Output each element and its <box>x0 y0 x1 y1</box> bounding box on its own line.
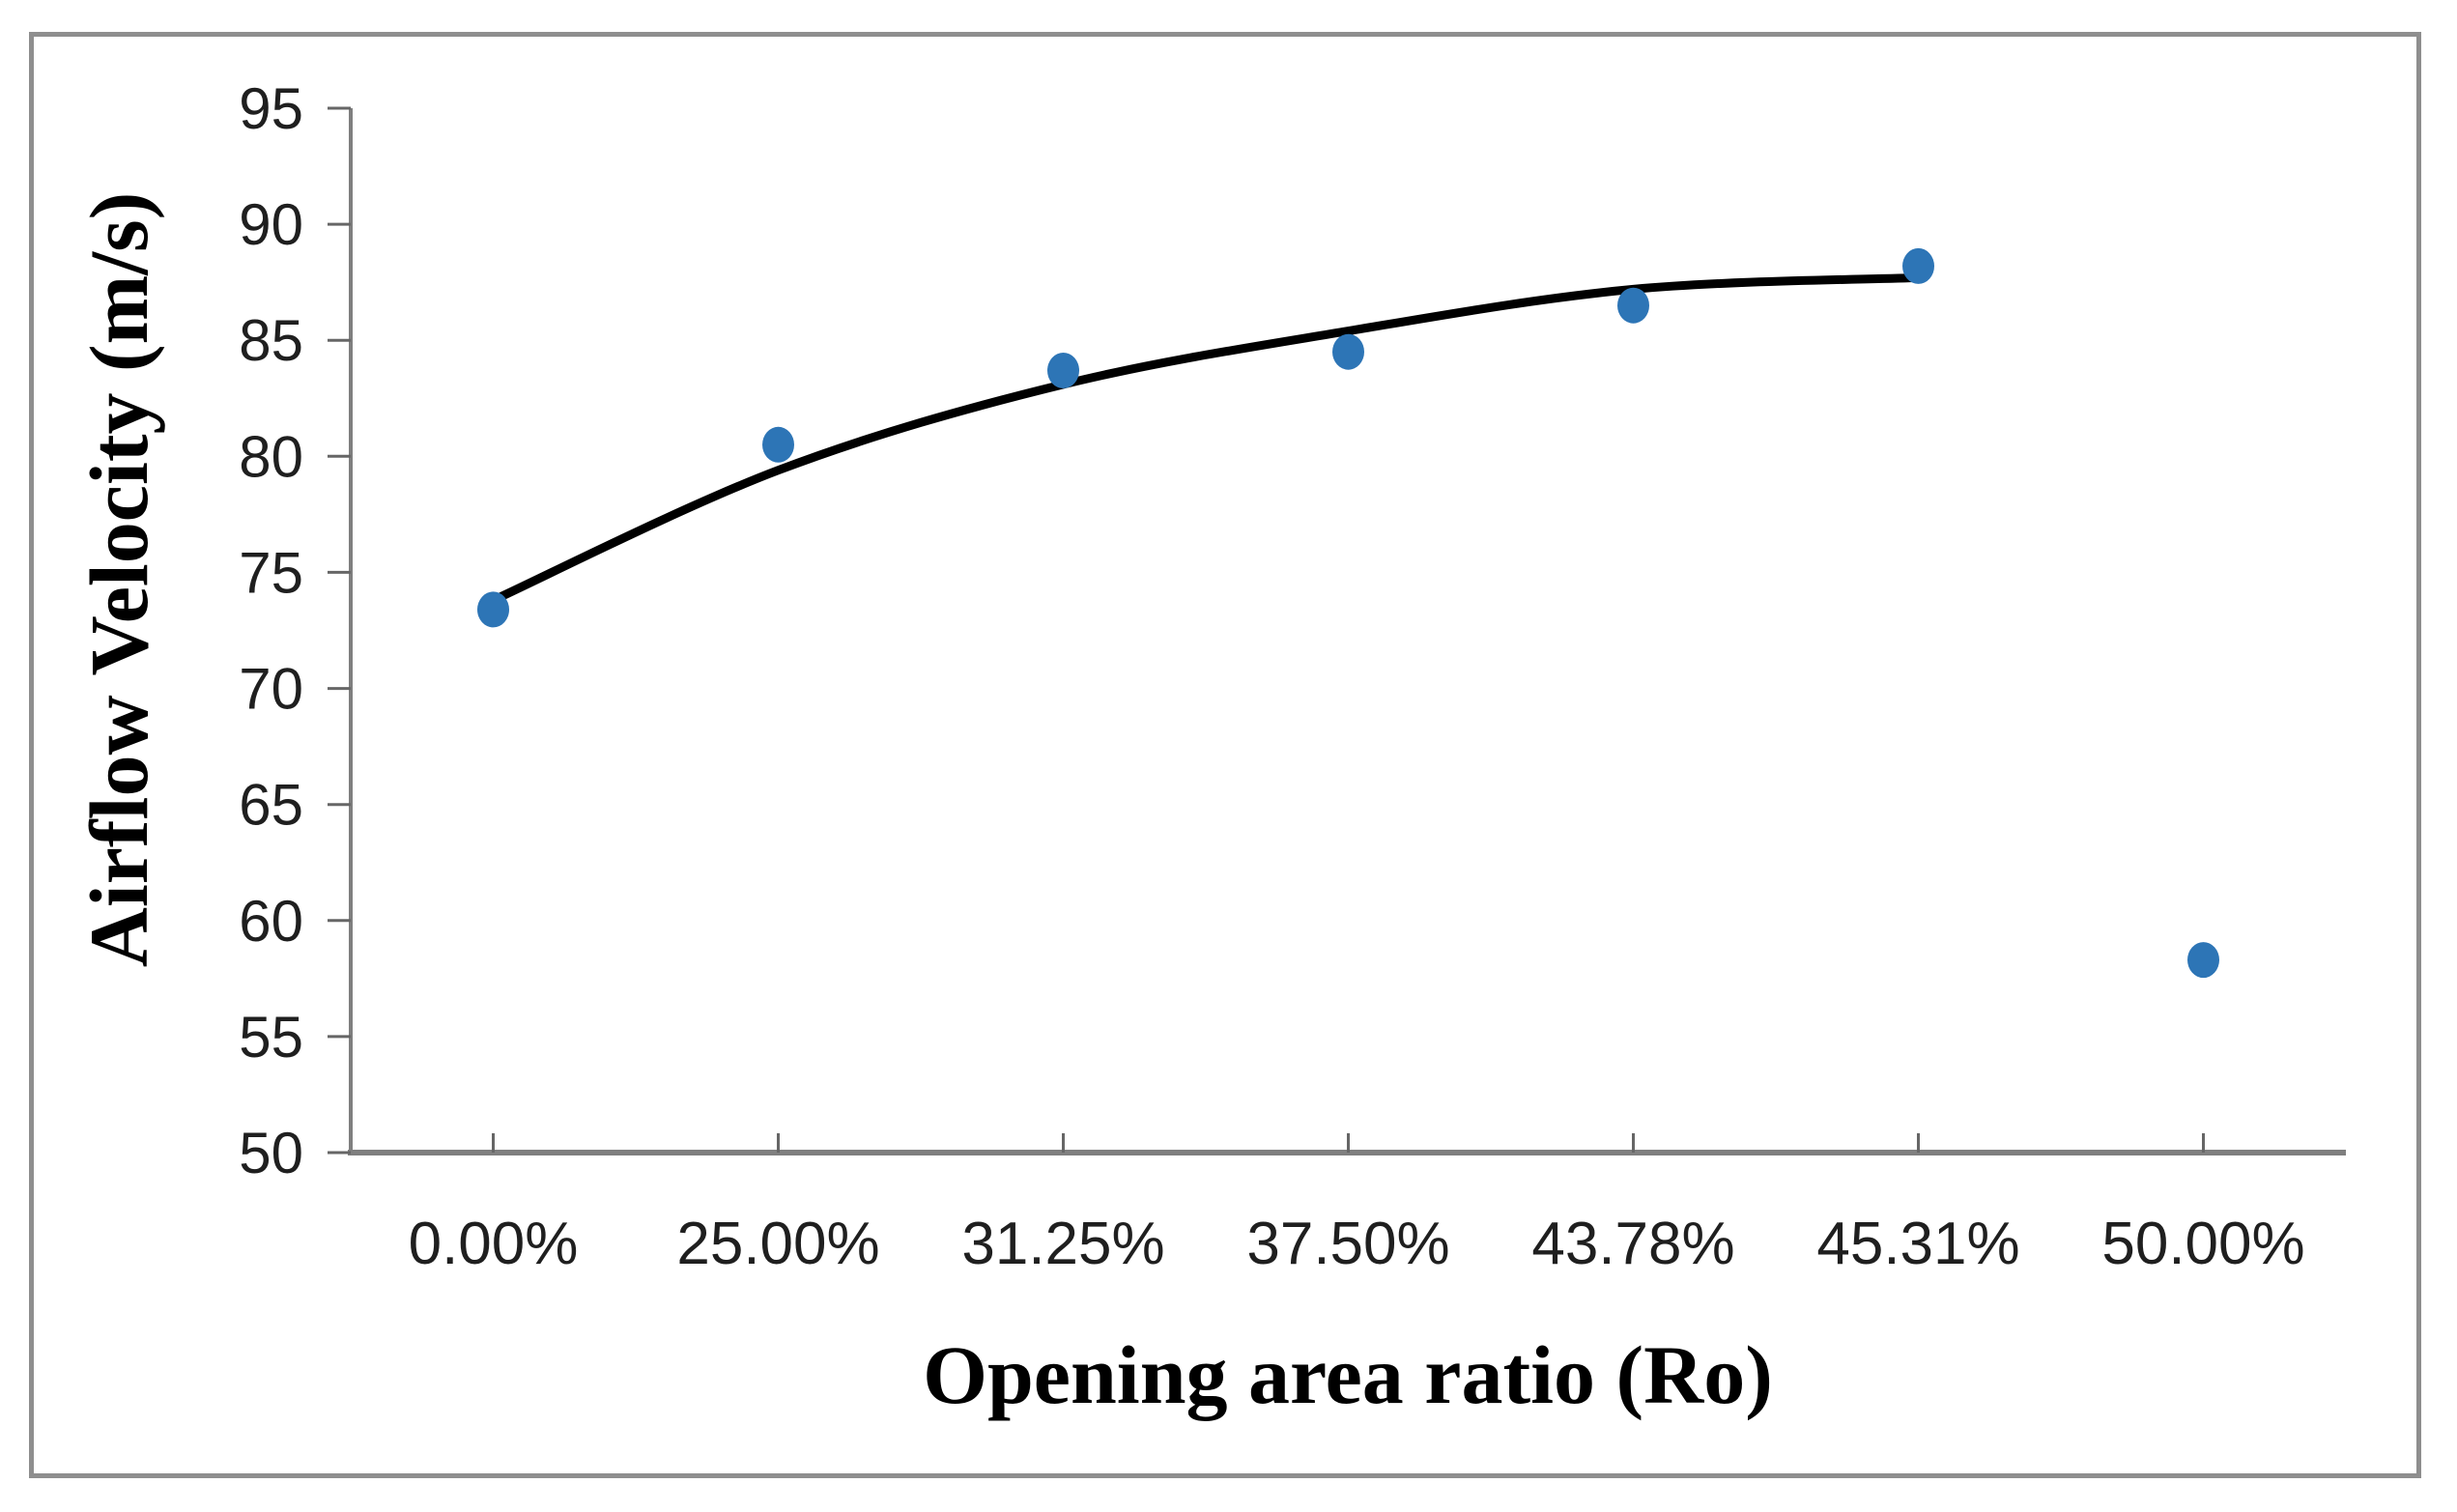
y-tick-label: 55 <box>239 1005 303 1070</box>
y-tick-label: 60 <box>239 889 303 954</box>
y-tick-label: 50 <box>239 1121 303 1185</box>
data-point <box>1902 247 1934 284</box>
data-point-series <box>477 247 2219 979</box>
y-tick-label: 90 <box>239 192 303 257</box>
x-tick-label: 25.00% <box>676 1211 879 1277</box>
x-axis-title: Opening area ratio (Ro) <box>923 1328 1773 1421</box>
chart-border <box>29 32 2421 1478</box>
data-point <box>2187 942 2219 979</box>
data-point <box>1332 333 1364 370</box>
y-tick-label: 70 <box>239 657 303 722</box>
x-tick-label: 50.00% <box>2101 1211 2304 1277</box>
data-point <box>762 426 794 463</box>
x-tick-label: 0.00% <box>409 1211 579 1277</box>
x-tick-label: 37.50% <box>1246 1211 1449 1277</box>
x-tick-label: 43.78% <box>1531 1211 1734 1277</box>
y-tick-label: 85 <box>239 308 303 373</box>
data-point <box>1617 287 1649 324</box>
tick-labels: 50 55 60 65 70 75 80 85 90 95 0.00% 25.00% 31.25% 37.… <box>239 76 2304 1277</box>
x-tick-label: 45.31% <box>1816 1211 2019 1277</box>
data-point <box>477 591 509 628</box>
trendline <box>489 272 1923 605</box>
x-tick-label: 31.25% <box>961 1211 1164 1277</box>
axes <box>348 108 2346 1155</box>
y-tick-label: 95 <box>239 76 303 141</box>
y-tick-label: 80 <box>239 424 303 489</box>
tick-marks <box>328 106 2205 1155</box>
y-tick-label: 65 <box>239 773 303 838</box>
y-axis-title: Airflow Velocity (m/s) <box>72 192 165 968</box>
y-tick-label: 75 <box>239 540 303 605</box>
data-point <box>1047 353 1079 388</box>
